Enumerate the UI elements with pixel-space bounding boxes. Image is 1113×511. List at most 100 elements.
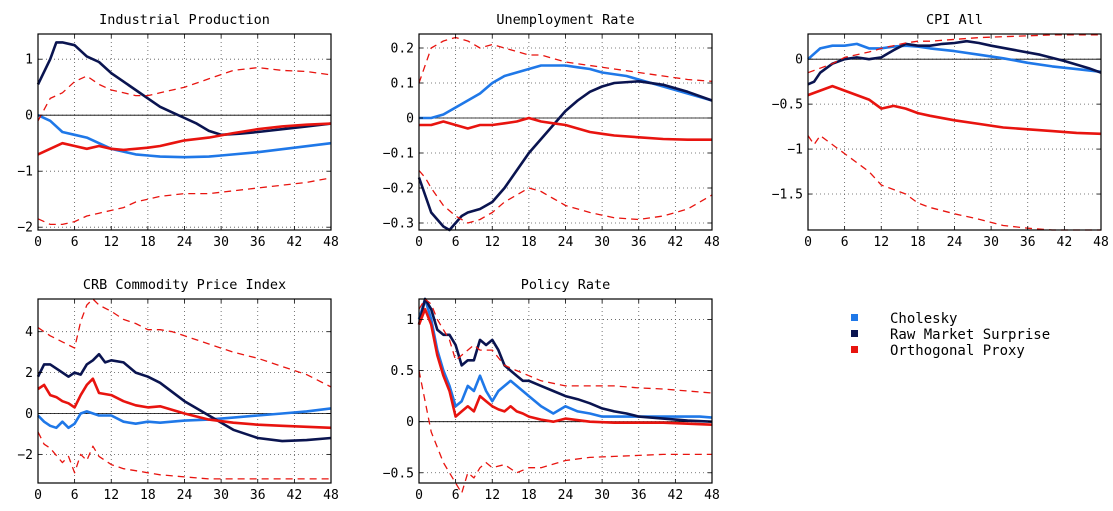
y-tick-label: 0	[406, 112, 414, 127]
legend-item-raw-market-surprise: Raw Market Surprise	[851, 327, 1050, 343]
series-cholesky	[37, 407, 332, 430]
x-tick-label: 6	[71, 235, 79, 250]
x-tick-label: 42	[1057, 235, 1073, 250]
series-orthogonal-proxy	[37, 377, 332, 430]
legend: Cholesky Raw Market Surprise Orthogonal …	[851, 311, 1050, 359]
series-raw-market-surprise	[417, 80, 713, 232]
x-tick-label: 0	[804, 235, 812, 250]
y-tick-label: 2	[25, 366, 33, 381]
series-orthogonal-proxy	[807, 84, 1102, 136]
confidence-band-lower	[418, 170, 713, 224]
confidence-band-upper	[37, 298, 332, 388]
series-raw-market-surprise	[36, 41, 332, 137]
x-tick-label: 48	[1093, 235, 1109, 250]
x-tick-label: 12	[103, 488, 119, 503]
x-tick-label: 12	[484, 235, 500, 250]
x-tick-label: 36	[250, 488, 266, 503]
x-tick-label: 36	[631, 488, 647, 503]
chart-unemployment-rate: 0 6 12 18 24 30 36 42 48 −0.3 −0.2 −0.1 0 0.1 0.2 Unemp…	[383, 12, 720, 250]
series-orthogonal-proxy	[419, 116, 712, 141]
legend-label-cholesky: Cholesky	[890, 311, 957, 327]
x-tick-label: 30	[213, 488, 229, 503]
x-tick-label: 12	[103, 235, 119, 250]
chart-cpi-all: 0 6 12 18 24 30 36 42 48 −1.5 −1 −0.5 0 CPI All	[772, 12, 1109, 250]
y-tick-label: 0	[25, 109, 33, 124]
y-tick-label: 0	[795, 53, 803, 68]
legend-swatch-cholesky	[851, 314, 858, 321]
legend-item-cholesky: Cholesky	[851, 311, 957, 327]
y-tick-label: 0	[25, 407, 33, 422]
confidence-band-upper	[418, 298, 713, 394]
chart-title: CRB Commodity Price Index	[83, 277, 286, 293]
series-orthogonal-proxy	[417, 307, 713, 426]
y-tick-label: 0.1	[391, 77, 414, 92]
plot-frame	[418, 33, 713, 231]
x-tick-label: 36	[250, 235, 266, 250]
x-tick-label: 0	[34, 488, 42, 503]
x-tick-label: 36	[631, 235, 647, 250]
y-tick-label: −1.5	[772, 188, 803, 203]
x-tick-label: 6	[841, 235, 849, 250]
x-tick-label: 48	[704, 235, 720, 250]
x-tick-label: 6	[452, 488, 460, 503]
y-tick-label: −0.3	[383, 217, 414, 232]
y-tick-label: 0.2	[391, 42, 414, 57]
x-tick-label: 42	[287, 235, 303, 250]
chart-title: CPI All	[926, 12, 983, 28]
x-tick-label: 42	[287, 488, 303, 503]
x-tick-label: 48	[323, 235, 339, 250]
y-tick-label: −0.1	[383, 147, 414, 162]
x-tick-label: 18	[910, 235, 926, 250]
series-cholesky	[807, 42, 1102, 74]
chart-title: Policy Rate	[521, 277, 610, 293]
x-tick-label: 42	[668, 235, 684, 250]
x-tick-label: 30	[213, 235, 229, 250]
y-tick-label: 1	[406, 313, 414, 328]
legend-swatch-orthogonal-proxy	[851, 346, 858, 353]
x-tick-label: 18	[140, 488, 156, 503]
x-tick-label: 18	[140, 235, 156, 250]
x-tick-label: 6	[71, 488, 79, 503]
series-cholesky	[37, 114, 332, 159]
legend-item-orthogonal-proxy: Orthogonal Proxy	[851, 343, 1025, 359]
y-tick-label: −0.2	[383, 182, 414, 197]
x-tick-label: 30	[594, 235, 610, 250]
chart-title: Unemployment Rate	[496, 12, 634, 28]
plot-frame	[37, 33, 332, 231]
x-tick-label: 30	[983, 235, 999, 250]
confidence-band-upper	[418, 36, 713, 84]
x-tick-label: 24	[947, 235, 963, 250]
series-cholesky	[417, 297, 713, 419]
x-tick-label: 42	[668, 488, 684, 503]
x-tick-label: 18	[521, 235, 537, 250]
chart-title: Industrial Production	[99, 12, 270, 28]
x-tick-label: 24	[177, 235, 193, 250]
x-tick-label: 48	[704, 488, 720, 503]
series-cholesky	[419, 64, 713, 120]
x-tick-label: 24	[558, 235, 574, 250]
confidence-band-lower	[37, 177, 332, 226]
x-tick-label: 0	[34, 235, 42, 250]
x-tick-label: 12	[484, 488, 500, 503]
x-tick-label: 0	[415, 235, 423, 250]
x-tick-label: 24	[558, 488, 574, 503]
x-tick-label: 24	[177, 488, 193, 503]
x-tick-label: 6	[452, 235, 460, 250]
series-raw-market-surprise	[417, 297, 713, 423]
y-tick-label: −2	[17, 448, 33, 463]
legend-swatch-raw-market-surprise	[851, 330, 858, 337]
confidence-band-upper	[807, 34, 1101, 74]
y-tick-label: −1	[787, 143, 803, 158]
legend-label-orthogonal-proxy: Orthogonal Proxy	[890, 343, 1025, 359]
y-tick-label: −1	[17, 165, 33, 180]
confidence-band-upper	[37, 66, 332, 122]
x-tick-label: 48	[323, 488, 339, 503]
series-orthogonal-proxy	[37, 122, 332, 156]
x-tick-label: 12	[873, 235, 889, 250]
y-tick-label: 0	[406, 415, 414, 430]
y-tick-label: 1	[25, 53, 33, 68]
series-raw-market-surprise	[36, 352, 332, 443]
x-tick-label: 18	[521, 488, 537, 503]
